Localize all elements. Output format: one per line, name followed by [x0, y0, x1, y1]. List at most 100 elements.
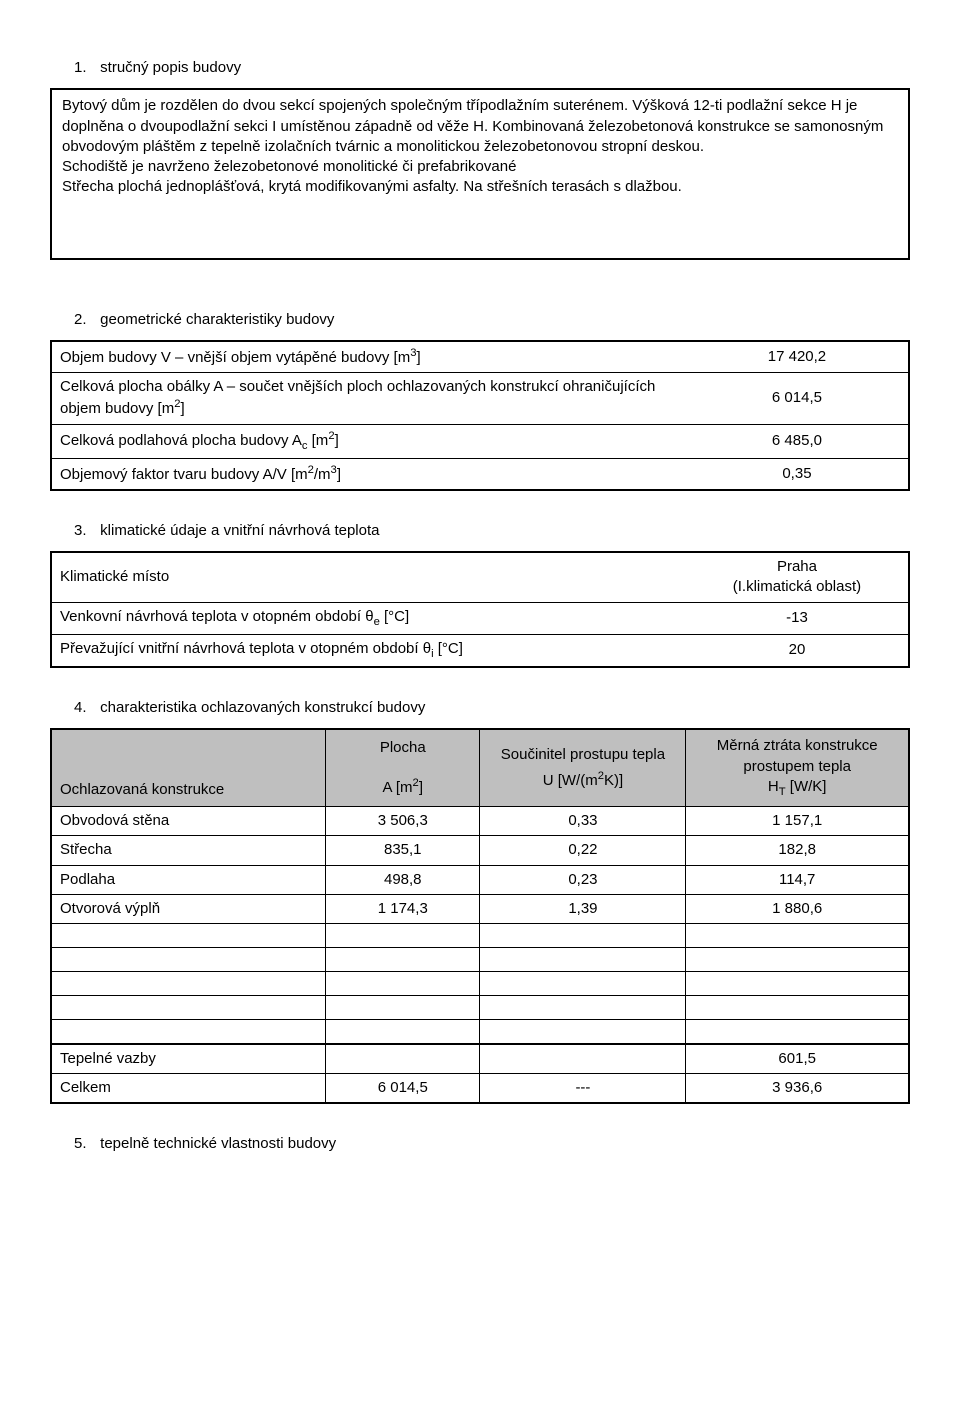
table-row: Tepelné vazby 601,5 [51, 1044, 909, 1074]
constr-h [686, 996, 909, 1020]
geom-value: 6 485,0 [686, 424, 909, 458]
table-row: Střecha 835,1 0,22 182,8 [51, 836, 909, 865]
constr-h: 1 880,6 [686, 894, 909, 923]
constr-name: Celkem [51, 1073, 326, 1103]
geom-label: Objem budovy V – vnější objem vytápěné b… [51, 341, 686, 373]
constr-area [326, 972, 480, 996]
table-row: Celková podlahová plocha budovy Ac [m2] … [51, 424, 909, 458]
constr-u [480, 972, 686, 996]
constr-h: 601,5 [686, 1044, 909, 1074]
climate-value: Praha(I.klimatická oblast) [686, 552, 909, 602]
constr-u: 0,33 [480, 807, 686, 836]
constr-name: Podlaha [51, 865, 326, 894]
constr-name: Obvodová stěna [51, 807, 326, 836]
geometry-table: Objem budovy V – vnější objem vytápěné b… [50, 340, 910, 491]
section-2-heading: 2. geometrické charakteristiky budovy [50, 310, 910, 330]
section-4-title: charakteristika ochlazovaných konstrukcí… [100, 699, 425, 716]
geom-label: Celková plocha obálky A – součet vnějšíc… [51, 373, 686, 425]
constructions-table-body: Obvodová stěna 3 506,3 0,33 1 157,1Střec… [51, 807, 909, 1104]
constr-area [326, 1044, 480, 1074]
constr-area [326, 924, 480, 948]
constr-u: 1,39 [480, 894, 686, 923]
constr-u: --- [480, 1073, 686, 1103]
section-4-number: 4. [74, 698, 96, 718]
climate-table-body: Klimatické místo Praha(I.klimatická obla… [51, 552, 909, 667]
constr-u: 0,22 [480, 836, 686, 865]
constr-u: 0,23 [480, 865, 686, 894]
constr-area: 3 506,3 [326, 807, 480, 836]
section-2-title: geometrické charakteristiky budovy [100, 311, 334, 328]
constr-u [480, 1044, 686, 1074]
geom-value: 6 014,5 [686, 373, 909, 425]
section-1-number: 1. [74, 58, 96, 78]
section-5-heading: 5. tepelně technické vlastnosti budovy [50, 1134, 910, 1154]
climate-label: Převažující vnitřní návrhová teplota v o… [51, 634, 686, 667]
constr-name: Střecha [51, 836, 326, 865]
constr-h [686, 972, 909, 996]
geometry-table-body: Objem budovy V – vnější objem vytápěné b… [51, 341, 909, 490]
constr-name [51, 1020, 326, 1044]
header-construction: Ochlazovaná konstrukce [51, 729, 326, 806]
table-row: Převažující vnitřní návrhová teplota v o… [51, 634, 909, 667]
constr-area [326, 996, 480, 1020]
constr-name [51, 948, 326, 972]
geom-value: 0,35 [686, 458, 909, 490]
constr-area: 6 014,5 [326, 1073, 480, 1103]
table-row: Podlaha 498,8 0,23 114,7 [51, 865, 909, 894]
climate-value: -13 [686, 602, 909, 634]
header-u: Součinitel prostupu tepla U [W/(m2K)] [480, 729, 686, 806]
constr-name [51, 996, 326, 1020]
table-row [51, 972, 909, 996]
climate-table: Klimatické místo Praha(I.klimatická obla… [50, 551, 910, 668]
constr-area [326, 948, 480, 972]
constr-area: 1 174,3 [326, 894, 480, 923]
section-4-heading: 4. charakteristika ochlazovaných konstru… [50, 698, 910, 718]
constr-h [686, 924, 909, 948]
constr-h: 114,7 [686, 865, 909, 894]
header-area-bottom: A [m2] [334, 776, 471, 798]
header-u-bottom: U [W/(m2K)] [488, 769, 677, 791]
climate-value: 20 [686, 634, 909, 667]
header-area-top: Plocha [334, 738, 471, 758]
header-construction-text: Ochlazovaná konstrukce [60, 781, 224, 798]
table-row [51, 948, 909, 972]
constructions-table-head: Ochlazovaná konstrukce Plocha A [m2] Sou… [51, 729, 909, 806]
climate-label: Venkovní návrhová teplota v otopném obdo… [51, 602, 686, 634]
constr-u [480, 924, 686, 948]
constr-name: Tepelné vazby [51, 1044, 326, 1074]
table-row: Otvorová výplň 1 174,3 1,39 1 880,6 [51, 894, 909, 923]
section-1-heading: 1. stručný popis budovy [50, 58, 910, 78]
constr-h: 3 936,6 [686, 1073, 909, 1103]
table-row: Celková plocha obálky A – součet vnějšíc… [51, 373, 909, 425]
constructions-table: Ochlazovaná konstrukce Plocha A [m2] Sou… [50, 728, 910, 1104]
constr-h [686, 1020, 909, 1044]
header-u-top: Součinitel prostupu tepla [488, 745, 677, 765]
constr-h: 1 157,1 [686, 807, 909, 836]
description-text: Bytový dům je rozdělen do dvou sekcí spo… [62, 96, 898, 197]
section-5-title: tepelně technické vlastnosti budovy [100, 1135, 336, 1152]
constr-name [51, 924, 326, 948]
geom-label: Celková podlahová plocha budovy Ac [m2] [51, 424, 686, 458]
section-5-number: 5. [74, 1134, 96, 1154]
constr-u [480, 996, 686, 1020]
constr-area: 835,1 [326, 836, 480, 865]
constr-name [51, 972, 326, 996]
section-3-title: klimatické údaje a vnitřní návrhová tepl… [100, 522, 379, 539]
climate-label: Klimatické místo [51, 552, 686, 602]
table-row: Objem budovy V – vnější objem vytápěné b… [51, 341, 909, 373]
description-box: Bytový dům je rozdělen do dvou sekcí spo… [50, 88, 910, 259]
table-row [51, 1020, 909, 1044]
section-2-number: 2. [74, 310, 96, 330]
constr-h: 182,8 [686, 836, 909, 865]
table-row: Celkem 6 014,5 --- 3 936,6 [51, 1073, 909, 1103]
constr-h [686, 948, 909, 972]
constr-u [480, 948, 686, 972]
section-3-heading: 3. klimatické údaje a vnitřní návrhová t… [50, 521, 910, 541]
constr-area [326, 1020, 480, 1044]
section-1-title: stručný popis budovy [100, 59, 241, 76]
table-row: Objemový faktor tvaru budovy A/V [m2/m3]… [51, 458, 909, 490]
header-area: Plocha A [m2] [326, 729, 480, 806]
section-3-number: 3. [74, 521, 96, 541]
table-row [51, 996, 909, 1020]
header-ht-bottom: HT [W/K] [694, 777, 900, 800]
